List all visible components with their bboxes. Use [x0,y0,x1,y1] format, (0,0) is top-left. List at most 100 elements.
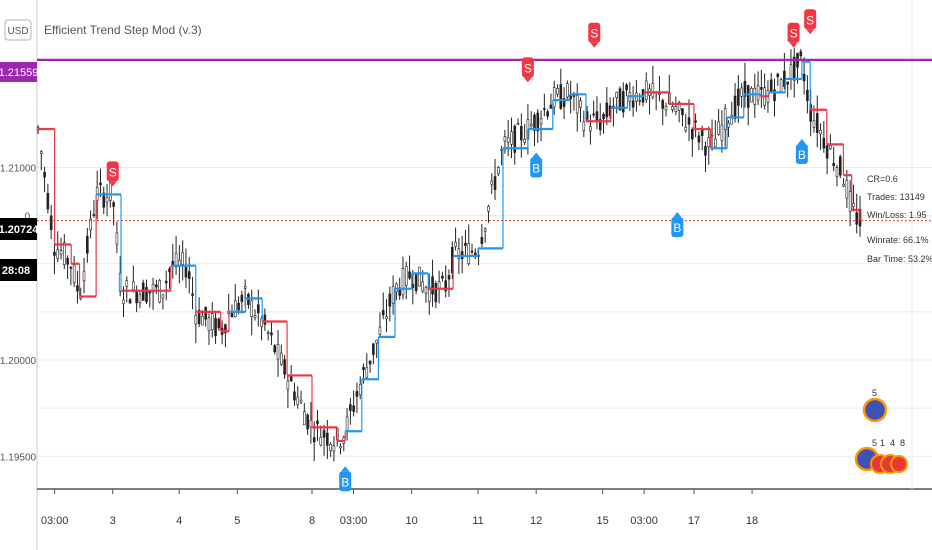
candle-body [799,51,803,57]
x-tick-label: 10 [406,515,418,527]
signal-badge [787,22,800,43]
candle-body [418,266,421,287]
candle-body [358,384,362,396]
candle-body [786,81,789,85]
signal-label: S [790,27,798,41]
candle-body [539,118,543,125]
candle-body [89,218,92,231]
candle-body [326,432,329,446]
candle-body [43,172,46,178]
candle-body [444,280,448,292]
x-tick-label: 03:00 [41,515,69,527]
candle-body [63,242,66,265]
signal-badge [106,161,119,182]
x-tick-label: 4 [176,515,182,527]
indicator-title: Efficient Trend Step Mod (v.3) [44,23,202,37]
candle-body [53,251,56,256]
candle-body [322,430,326,438]
x-tick-label: 03:00 [340,515,368,527]
candle-body [319,436,323,446]
last-price-label: 1.20724 [0,224,39,236]
candle-body [454,241,457,247]
candle-body [740,87,743,97]
signal-pointer [532,152,541,158]
candle-body [378,326,382,335]
candle-body [691,128,694,140]
candle-body [388,293,392,307]
stat-trades: Trades: 13149 [867,192,925,202]
candle-body [263,314,267,325]
candle-body [151,283,155,293]
candle-body [207,317,211,331]
candle-body [434,282,438,303]
candle-body [562,98,566,107]
candle-body [210,313,214,331]
candle-body [513,125,517,153]
stat-winrate: Winrate: 66.1% [867,235,929,245]
candle-body [776,73,780,78]
resistance-price-label: 1.21559 [0,67,38,79]
buy-signal-marker: B [795,139,808,165]
signal-badge [530,157,543,178]
candle-body [467,243,471,264]
candle-body [523,138,526,143]
x-tick-label: 12 [530,515,542,527]
x-tick-label: 15 [596,515,608,527]
candle-body [306,414,309,430]
candle-body [483,228,487,232]
candle-body [283,359,286,375]
event-badges[interactable]: 5 5 1 4 8 [854,388,908,474]
candle-body [756,85,760,101]
candle-body [595,111,599,122]
signal-label: S [109,165,117,179]
currency-button[interactable] [4,19,32,41]
candle-body [421,281,424,292]
candle-body [276,344,280,360]
stat-bar-time: Bar Time: 53.2% [867,254,932,264]
buy-signal-marker: B [339,466,352,492]
signal-label: S [524,61,532,75]
candle-body [49,215,53,230]
flag-icon[interactable] [862,397,888,423]
x-tick-label: 11 [472,515,483,527]
candle-body [424,287,428,294]
candle-body [487,205,490,212]
candle-body [404,265,408,286]
candle-body [516,123,520,125]
flag-icon[interactable] [890,455,908,473]
candle-body [86,235,89,254]
candlesticks [36,47,862,462]
candle-body [161,294,165,299]
candle-body [99,182,102,186]
candle-body [184,266,188,278]
candle-body [296,396,300,405]
badge-count: 4 [890,438,895,448]
candle-body [779,79,783,92]
candle-body [214,317,217,337]
candle-body [362,367,365,371]
signal-badge [588,22,601,43]
signal-badge [521,57,534,78]
y-tick-label: 1.19500 [0,452,37,463]
candle-body [829,145,832,149]
signal-badge [795,144,808,165]
x-tick-label: 8 [309,515,315,527]
candle-body [401,268,405,296]
candle-body [704,146,707,156]
candle-body [592,113,595,116]
candle-body [201,315,204,326]
candle-body [122,299,125,304]
candle-body [737,88,740,106]
candle-body [677,102,681,111]
candle-body [174,252,178,268]
stats-panel: CR=0.6 Trades: 13149 Win/Loss: 1.95 Winr… [867,174,932,264]
signal-badge [804,9,817,30]
candle-body [233,300,237,318]
y-tick-label: 1.20000 [0,356,37,367]
candle-body [838,156,842,176]
candle-body [733,95,737,119]
candle-body [625,84,628,91]
sell-signal-marker: S [804,9,817,35]
candle-body [694,120,697,123]
